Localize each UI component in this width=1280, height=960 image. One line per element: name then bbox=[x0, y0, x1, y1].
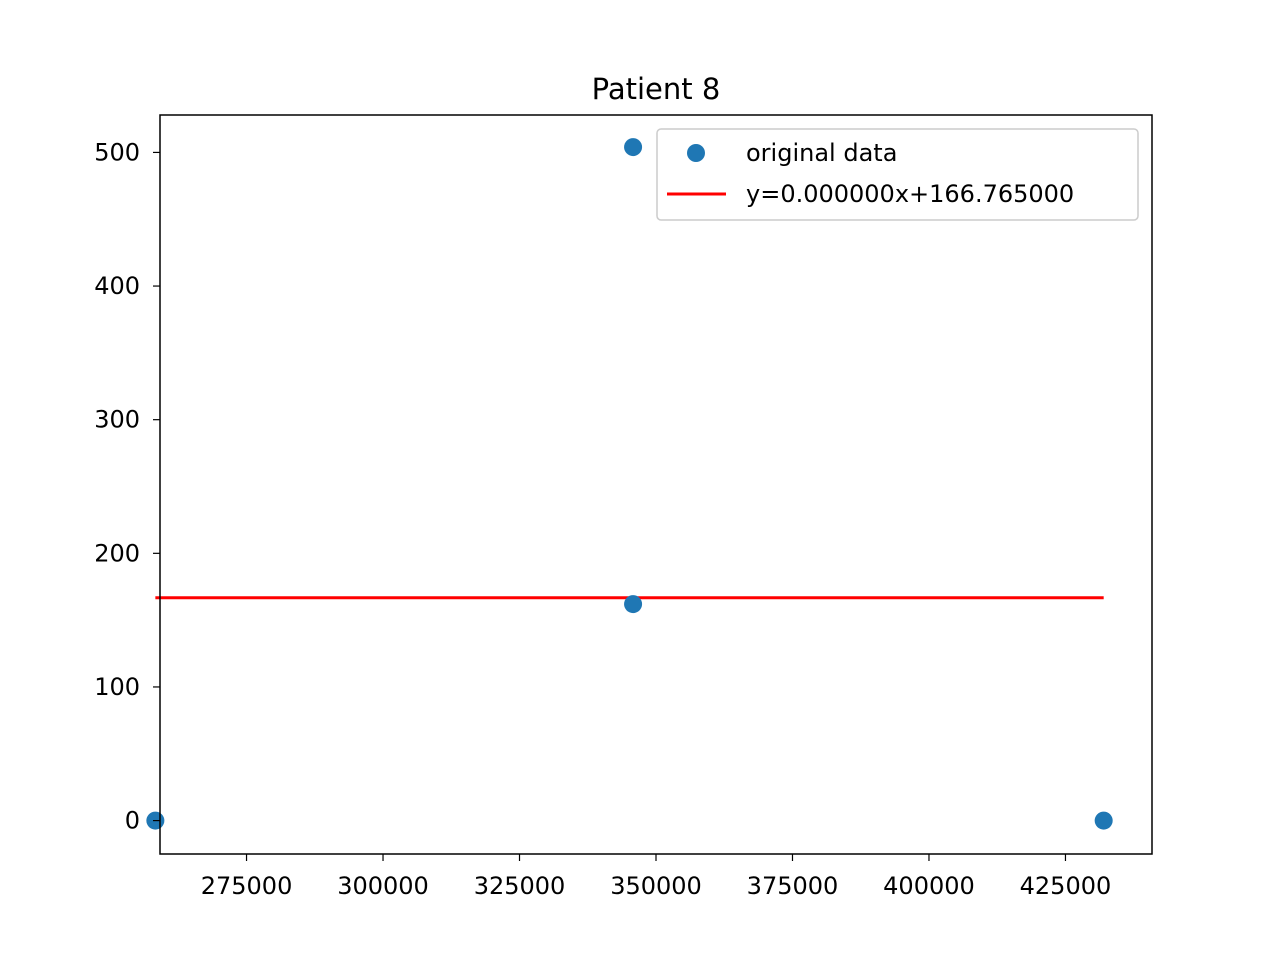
data-point bbox=[624, 138, 643, 157]
axes-frame bbox=[159, 114, 1153, 855]
x-tick-label: 275000 bbox=[201, 872, 293, 900]
y-tick-label: 400 bbox=[94, 272, 140, 300]
legend-label: original data bbox=[746, 139, 897, 167]
x-tick-label: 375000 bbox=[747, 872, 839, 900]
y-tick-label: 300 bbox=[94, 406, 140, 434]
legend-label: y=0.000000x+166.765000 bbox=[746, 180, 1074, 208]
x-tick-label: 300000 bbox=[337, 872, 429, 900]
x-tick-label: 400000 bbox=[883, 872, 975, 900]
data-point bbox=[1094, 811, 1113, 830]
legend-box bbox=[656, 128, 1139, 221]
y-tick-label: 100 bbox=[94, 673, 140, 701]
chart-title: Patient 8 bbox=[592, 72, 721, 106]
legend-marker-scatter bbox=[687, 144, 705, 162]
y-tick-label: 500 bbox=[94, 138, 140, 166]
legend: original data y=0.000000x+166.765000 bbox=[656, 128, 1139, 221]
x-tick-label: 325000 bbox=[474, 872, 566, 900]
x-tick-label: 350000 bbox=[610, 872, 702, 900]
y-tick-label: 200 bbox=[94, 539, 140, 567]
x-tick-label: 425000 bbox=[1020, 872, 1112, 900]
y-tick-label: 0 bbox=[125, 807, 140, 835]
axis-ticks: 275000 300000 325000 350000 375000 400000 4250… bbox=[94, 138, 1111, 900]
data-point bbox=[624, 595, 643, 614]
